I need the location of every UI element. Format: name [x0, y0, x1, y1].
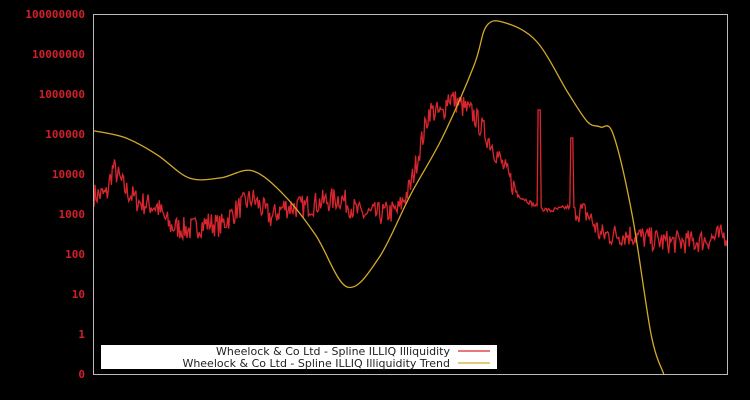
- y-tick-label: 10000000: [32, 48, 85, 61]
- illiquidity-line: [93, 91, 728, 254]
- y-tick-label: 10: [72, 288, 85, 301]
- y-tick-label: 0: [78, 368, 85, 381]
- legend-box: [101, 345, 497, 369]
- legend: Wheelock & Co Ltd - Spline ILLIQ Illiqui…: [101, 345, 497, 370]
- y-tick-label: 10000: [52, 168, 85, 181]
- y-tick-label: 100: [65, 248, 85, 261]
- legend-label-illiquidity: Wheelock & Co Ltd - Spline ILLIQ Illiqui…: [216, 345, 450, 358]
- legend-label-trend: Wheelock & Co Ltd - Spline ILLIQ Illiqui…: [182, 357, 450, 370]
- y-tick-label: 100000000: [25, 8, 85, 21]
- illiquidity-trend-line: [93, 20, 665, 375]
- y-tick-label: 100000: [45, 128, 85, 141]
- y-tick-label: 1000000: [39, 88, 85, 101]
- y-axis-ticks: 0 1 10 100 1000 10000 100000 1000000 10000000 100…: [25, 8, 85, 381]
- y-tick-label: 1000: [59, 208, 86, 221]
- plot-frame: [93, 14, 728, 375]
- y-tick-label: 1: [78, 328, 85, 341]
